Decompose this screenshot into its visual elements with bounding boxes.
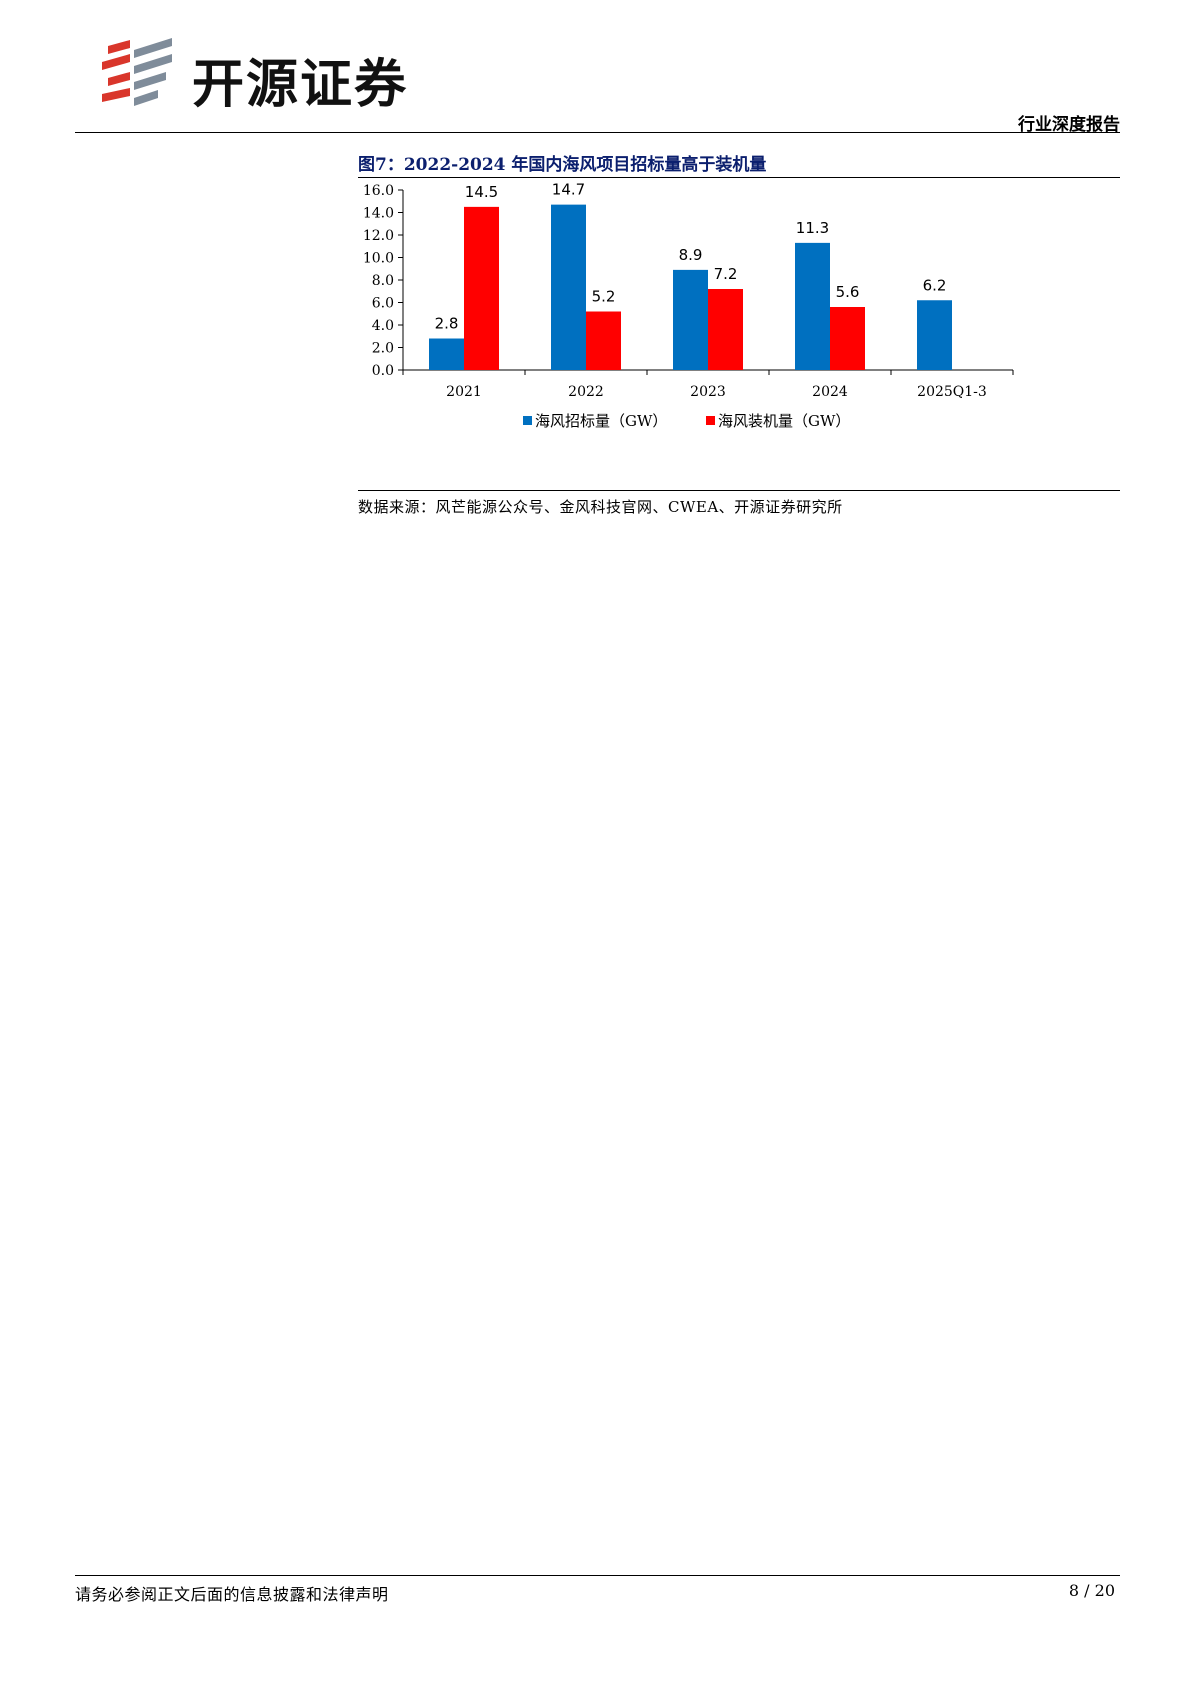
x-tick-label: 2025Q1-3: [917, 384, 987, 400]
bar: [464, 206, 499, 370]
data-label: 11.3: [796, 219, 829, 237]
source-divider: [358, 490, 1120, 491]
y-tick-label: 0.0: [372, 363, 394, 379]
data-label: 8.9: [679, 246, 703, 264]
legend-label: 海风招标量（GW）: [535, 412, 667, 430]
data-label: 14.7: [552, 182, 585, 199]
footer-disclaimer: 请务必参阅正文后面的信息披露和法律声明: [75, 1585, 389, 1604]
y-tick-label: 4.0: [372, 318, 394, 334]
legend-swatch: [706, 416, 715, 425]
data-label: 5.2: [592, 288, 616, 306]
logo-mark-icon: [102, 38, 172, 106]
x-tick-label: 2024: [812, 384, 848, 400]
x-axis: 2021 2022 2023 2024 2025Q1-3: [402, 369, 1014, 400]
chart-legend: 海风招标量（GW） 海风装机量（GW）: [523, 412, 850, 430]
figure-title: 图7：2022-2024 年国内海风项目招标量高于装机量: [358, 155, 767, 175]
bar-chart: 0.0 2.0 4.0 6.0 8.0 10.0 12.0 14.0 16.0 2021 2022…: [363, 182, 1014, 430]
company-logo: 开源证券: [100, 36, 440, 115]
bar: [429, 338, 464, 370]
bar: [795, 242, 830, 370]
bar: [830, 307, 865, 370]
data-label: 2.8: [435, 315, 459, 333]
y-tick-label: 6.0: [372, 296, 394, 312]
y-axis: 0.0 2.0 4.0 6.0 8.0 10.0 12.0 14.0 16.0: [363, 183, 404, 379]
page-number: 8 / 20: [1068, 1581, 1115, 1600]
y-tick-label: 10.0: [363, 251, 394, 267]
bar: [708, 289, 743, 370]
title-divider: [358, 177, 1120, 178]
footer-divider: [75, 1575, 1120, 1576]
legend-swatch: [523, 416, 532, 425]
bar: [673, 269, 708, 370]
report-type-label: 行业深度报告: [1018, 115, 1120, 135]
y-tick-label: 12.0: [363, 228, 394, 244]
data-label: 5.6: [836, 283, 860, 301]
y-tick-label: 14.0: [363, 206, 394, 222]
y-tick-label: 16.0: [363, 183, 394, 199]
y-tick-label: 2.0: [372, 341, 394, 357]
data-source: 数据来源：风芒能源公众号、金风科技官网、CWEA、开源证券研究所: [358, 498, 843, 516]
x-tick-label: 2022: [568, 384, 604, 400]
data-label: 7.2: [714, 265, 738, 283]
bar: [586, 311, 621, 370]
bars: 2.8 14.7 8.9 11.3 6.2 14.5 5.2 7.2 5.6: [429, 182, 952, 370]
logo-text: 开源证券: [192, 55, 409, 115]
header-divider: [75, 132, 1120, 133]
y-tick-label: 8.0: [372, 273, 394, 289]
bar: [917, 300, 952, 370]
data-label: 6.2: [923, 276, 947, 294]
data-label: 14.5: [465, 183, 498, 201]
x-tick-label: 2021: [446, 384, 482, 400]
x-tick-label: 2023: [690, 384, 726, 400]
bar: [551, 204, 586, 370]
legend-label: 海风装机量（GW）: [718, 412, 850, 430]
